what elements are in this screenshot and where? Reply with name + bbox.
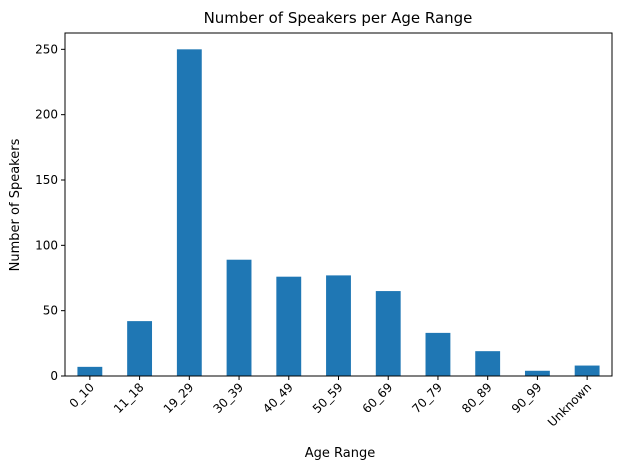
x-tick-label: 0_10 <box>67 380 97 410</box>
bars-group <box>77 49 600 376</box>
bar-60_69 <box>375 291 401 376</box>
y-tick-label: 250 <box>35 42 58 56</box>
x-tick-label: 60_69 <box>360 380 396 416</box>
x-tick-label: Unknown <box>545 380 594 429</box>
x-tick-label: 80_89 <box>459 380 495 416</box>
y-tick-label: 0 <box>50 369 58 383</box>
chart-title: Number of Speakers per Age Range <box>204 9 473 27</box>
x-axis-ticks: 0_10 11_18 19_29 30_39 40_49 50_59 60_69 70_79 8… <box>67 376 594 430</box>
y-tick-label: 150 <box>35 173 58 187</box>
x-tick-label: 40_49 <box>260 380 296 416</box>
x-tick-label: 50_59 <box>310 380 346 416</box>
bar-0_10 <box>77 366 103 376</box>
bar-70_79 <box>425 332 451 376</box>
x-tick-label: 19_29 <box>161 380 197 416</box>
x-tick-label: 30_39 <box>210 380 246 416</box>
x-tick-label: 90_99 <box>509 380 545 416</box>
bar-unknown <box>574 365 600 376</box>
x-axis-label: Age Range <box>305 446 375 461</box>
bar-40_49 <box>276 276 302 376</box>
y-tick-label: 50 <box>43 304 58 318</box>
bar-30_39 <box>226 259 252 376</box>
bar-90_99 <box>524 370 550 376</box>
x-tick-label: 11_18 <box>111 380 147 416</box>
y-axis-label: Number of Speakers <box>8 138 23 271</box>
bar-50_59 <box>326 275 351 376</box>
x-tick-label: 70_79 <box>409 380 445 416</box>
plot-frame <box>64 32 613 377</box>
bar-80_89 <box>475 351 501 376</box>
y-tick-label: 200 <box>35 108 58 122</box>
bar-11_18 <box>127 321 153 376</box>
y-axis-ticks: 0 50 100 150 200 250 <box>35 42 65 383</box>
bar-19_29 <box>176 49 202 376</box>
y-tick-label: 100 <box>35 238 58 252</box>
